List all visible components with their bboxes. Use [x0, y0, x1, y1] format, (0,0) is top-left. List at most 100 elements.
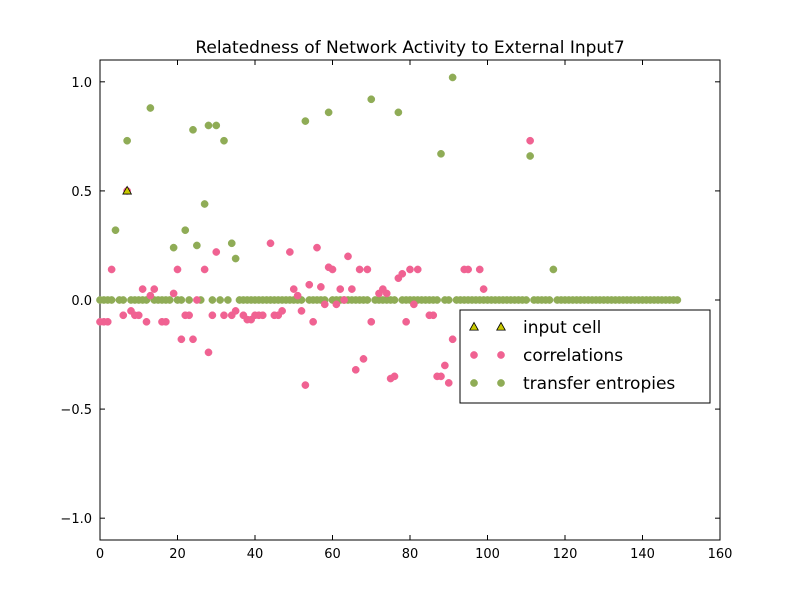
data-point [266, 239, 275, 248]
data-point [437, 372, 445, 381]
data-point [673, 296, 682, 304]
data-point [278, 307, 286, 315]
y-tick-label: 0.0 [71, 294, 92, 309]
legend-marker [497, 379, 505, 387]
data-point [351, 365, 360, 374]
data-point [169, 289, 178, 298]
x-tick-label: 120 [553, 547, 578, 562]
data-point [522, 296, 531, 304]
data-point [208, 311, 217, 320]
data-point [123, 136, 131, 145]
data-point [448, 73, 457, 82]
data-point [212, 248, 221, 256]
data-point [526, 136, 534, 145]
data-point [258, 311, 267, 320]
chart-title: Relatedness of Network Activity to Exter… [195, 38, 624, 58]
legend-entry: correlations [470, 346, 623, 366]
data-point [181, 226, 190, 235]
data-point [212, 121, 221, 130]
data-point [146, 291, 155, 300]
legend-marker [496, 321, 506, 331]
data-point [200, 265, 209, 274]
data-point [103, 317, 112, 326]
data-point [177, 296, 186, 304]
data-point [390, 372, 399, 381]
data-point [398, 269, 407, 278]
data-point [406, 265, 414, 274]
series-input-cell [122, 185, 133, 195]
data-point [138, 285, 147, 293]
data-point [340, 296, 348, 304]
x-tick-label: 100 [475, 547, 500, 562]
data-point [185, 296, 193, 304]
data-point [286, 248, 294, 256]
data-point [142, 317, 151, 326]
data-point [169, 243, 178, 252]
data-point [479, 285, 488, 293]
y-tick-label: 0.5 [71, 185, 92, 200]
data-point [189, 125, 197, 134]
data-point [464, 265, 472, 274]
data-point [224, 296, 232, 304]
data-point [320, 300, 329, 309]
data-point [363, 265, 372, 274]
data-point [111, 226, 120, 235]
data-point [134, 311, 143, 320]
data-point [177, 335, 186, 344]
data-point [429, 311, 438, 320]
data-point [173, 265, 182, 274]
data-point [119, 296, 128, 304]
data-point [444, 296, 453, 304]
x-tick-label: 60 [324, 547, 341, 562]
data-point [355, 265, 364, 274]
data-point [410, 300, 418, 309]
data-point [146, 104, 155, 112]
data-point [390, 296, 399, 304]
data-point [382, 289, 391, 298]
data-point [162, 317, 170, 326]
legend-marker [497, 351, 505, 359]
data-point [150, 285, 159, 293]
data-point [227, 239, 236, 248]
legend-label: correlations [523, 346, 623, 366]
legend: input cell correlations transfer entropies [459, 309, 711, 404]
data-point [448, 335, 457, 344]
data-point [402, 317, 410, 326]
legend-marker [470, 379, 478, 387]
data-point [433, 296, 441, 304]
x-tick-label: 0 [96, 547, 104, 562]
data-point [216, 296, 224, 304]
data-point [475, 265, 484, 274]
data-point [165, 296, 174, 304]
data-point [208, 296, 217, 304]
legend-entry: transfer entropies [470, 374, 675, 394]
data-point [289, 285, 298, 293]
data-point [545, 296, 554, 304]
data-point [107, 265, 116, 274]
data-point [394, 108, 403, 117]
x-tick-label: 40 [247, 547, 264, 562]
y-tick-label: 1.0 [71, 76, 92, 91]
data-point [189, 335, 197, 344]
legend-entry: input cell [469, 318, 601, 338]
legend-marker [470, 351, 478, 359]
data-point [204, 348, 213, 357]
y-tick-label: −0.5 [60, 403, 92, 418]
x-tick-label: 160 [708, 547, 733, 562]
data-point [359, 355, 368, 363]
data-point [348, 285, 356, 293]
data-point [313, 243, 321, 252]
data-point [185, 311, 193, 320]
data-point [107, 296, 116, 304]
data-point [367, 317, 376, 326]
data-point [336, 285, 345, 293]
data-point [549, 265, 558, 274]
x-tick-label: 140 [630, 547, 655, 562]
plot-area: 0 20 40 60 80 100 120 140 160 −1.0 −0.5 0.0 0.5 1.0 [60, 59, 733, 562]
data-point [444, 379, 453, 387]
data-point [193, 241, 201, 250]
data-point [324, 108, 333, 117]
data-point [204, 121, 213, 130]
data-point [526, 152, 534, 160]
